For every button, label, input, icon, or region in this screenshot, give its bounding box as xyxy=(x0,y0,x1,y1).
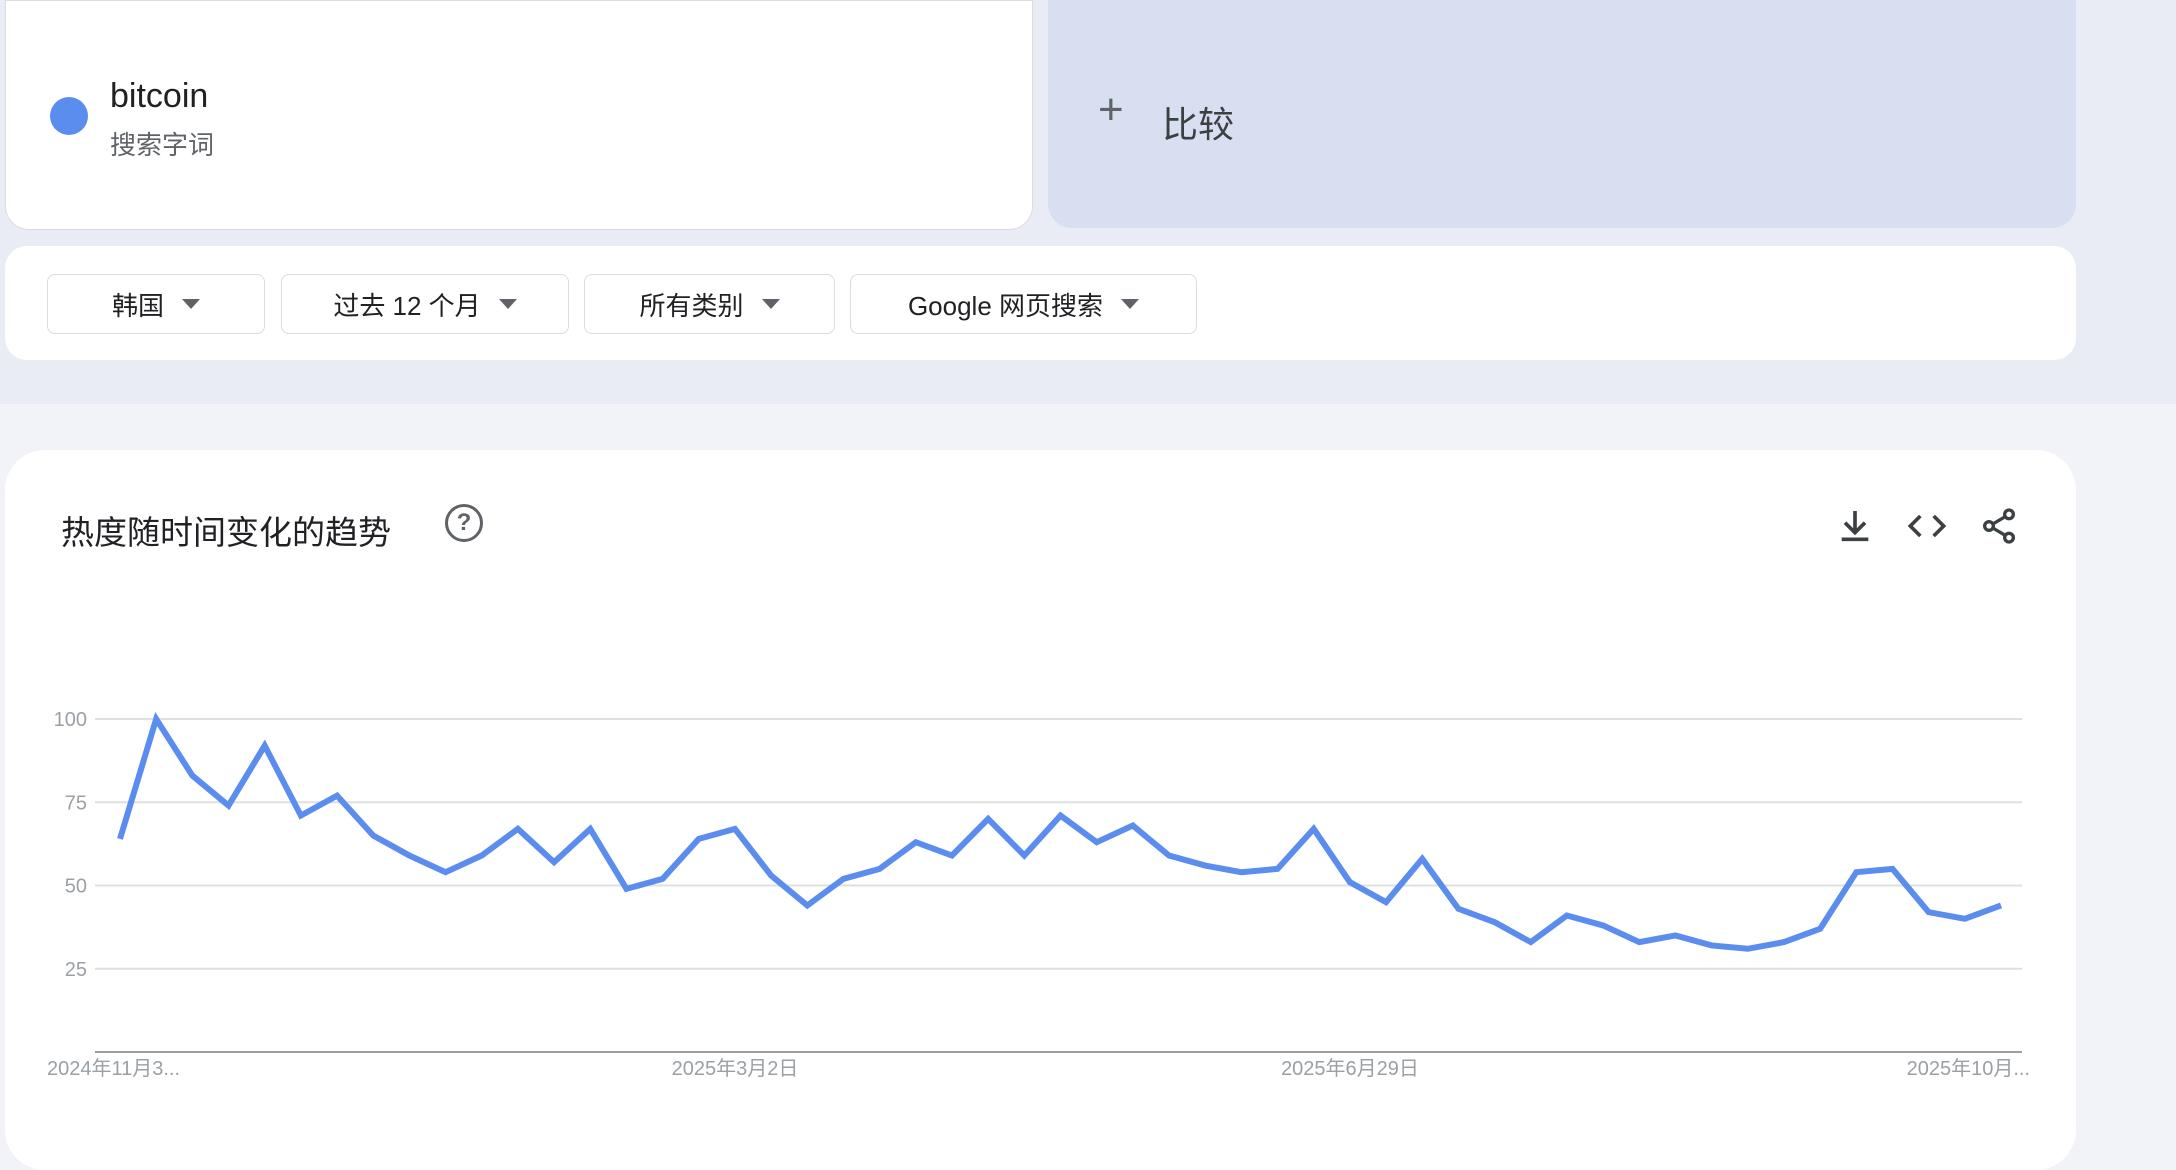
search-term-name[interactable]: bitcoin xyxy=(110,77,209,115)
x-tick-label: 2025年3月2日 xyxy=(672,1057,799,1080)
category-label: 所有类别 xyxy=(639,290,744,321)
compare-label: 比较 xyxy=(1162,104,1235,145)
line-chart: 100 75 50 25 2024年11月3... 2025年3月2日 2025年6月29日… xyxy=(47,709,2030,1080)
search-term-type: 搜索字词 xyxy=(110,130,215,160)
caret-down-icon xyxy=(1121,299,1140,309)
y-tick-label: 50 xyxy=(65,876,87,898)
search-term-card[interactable]: bitcoin 搜索字词 xyxy=(5,0,1033,230)
series-line-bitcoin xyxy=(117,711,2003,952)
category-dropdown[interactable]: 所有类别 xyxy=(584,274,835,334)
help-icon[interactable]: ? xyxy=(445,504,483,542)
region-label: 韩国 xyxy=(111,290,164,321)
y-tick-label: 25 xyxy=(65,959,87,981)
x-tick-label: 2024年11月3... xyxy=(47,1057,180,1080)
time-range-dropdown[interactable]: 过去 12 个月 xyxy=(281,274,569,334)
interest-over-time-card: 热度随时间变化的趋势 ? 100 75 50 25 2024年11月3... 2025年3… xyxy=(5,450,2076,1170)
caret-down-icon xyxy=(761,299,780,309)
time-range-label: 过去 12 个月 xyxy=(333,290,481,321)
caret-down-icon xyxy=(498,299,517,309)
y-tick-label: 75 xyxy=(65,792,87,814)
x-tick-label: 2025年10月... xyxy=(1907,1057,2030,1080)
compare-button[interactable]: + 比较 xyxy=(1048,0,2076,228)
filter-bar: 韩国 过去 12 个月 所有类别 Google 网页搜索 xyxy=(5,246,2076,360)
embed-code-icon[interactable] xyxy=(1907,506,1947,546)
series-color-dot xyxy=(50,97,88,135)
x-tick-label: 2025年6月29日 xyxy=(1281,1057,1419,1080)
y-tick-label: 100 xyxy=(54,709,87,731)
search-type-dropdown[interactable]: Google 网页搜索 xyxy=(850,274,1197,334)
region-dropdown[interactable]: 韩国 xyxy=(47,274,265,334)
search-type-label: Google 网页搜索 xyxy=(907,290,1104,321)
caret-down-icon xyxy=(182,299,200,309)
plus-icon: + xyxy=(1098,85,1124,134)
share-icon[interactable] xyxy=(1979,506,2019,546)
chart-title: 热度随时间变化的趋势 xyxy=(61,514,391,551)
download-icon[interactable] xyxy=(1835,506,1875,546)
